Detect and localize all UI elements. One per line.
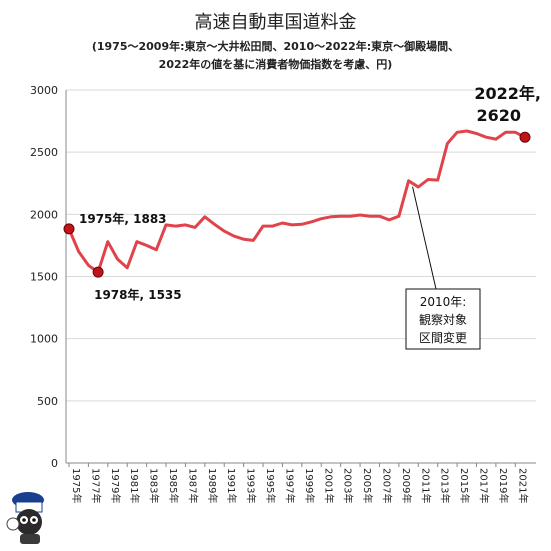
annotation-2022-value: 2620 [476, 106, 521, 125]
x-tick-label: 1995年 [264, 468, 277, 503]
series-line [67, 129, 526, 274]
mascot-hand [6, 517, 20, 531]
marker-1978 [92, 266, 104, 278]
y-tick-label: 2000 [30, 208, 58, 221]
axes [65, 90, 536, 467]
x-tick-label: 1991年 [225, 468, 238, 503]
chart-title: 高速自動車国道料金 [194, 12, 357, 33]
x-tick-label: 2009年 [400, 468, 413, 503]
x-tick-label: 1975年 [70, 468, 83, 503]
x-tick-label: 2021年 [516, 468, 529, 503]
highlight-markers [63, 131, 531, 278]
callout-box [405, 288, 481, 350]
x-tick-label: 1977年 [89, 468, 102, 503]
chart-subtitle-line1: (1975～2009年:東京～大井松田間、2010～2022年:東京～御殿場間、 [91, 40, 460, 53]
callout-text-line1: 2010年: [420, 295, 467, 309]
x-tick-label: 1993年 [245, 468, 258, 503]
mascot-pupil-left [22, 518, 26, 522]
mascot-body [20, 534, 40, 544]
annotation-2022-year: 2022年, [474, 84, 541, 103]
callout-text-line3: 区間変更 [419, 330, 467, 345]
x-tick-label: 2017年 [477, 468, 490, 503]
x-tick-label: 1979年 [109, 468, 122, 503]
y-tick-label: 3000 [30, 84, 58, 97]
mascot-logo [6, 492, 44, 544]
gridlines [66, 89, 536, 464]
x-tick-label: 2015年 [458, 468, 471, 503]
y-tick-label: 1500 [30, 271, 58, 284]
y-tick-label: 500 [37, 395, 58, 408]
x-tick-label: 1983年 [148, 468, 161, 503]
callout-2010: 2010年: 観察対象 区間変更 [405, 186, 481, 350]
marker-1975 [63, 223, 75, 235]
x-tick-label: 2007年 [380, 468, 393, 503]
x-tick-labels: 1975年 1977年 1979年 1981年 1983年 1985年 1987年 1989年… [70, 468, 529, 503]
y-tick-label: 0 [51, 457, 58, 470]
x-tick-label: 2019年 [497, 468, 510, 503]
marker-2022 [519, 131, 531, 143]
x-tick-label: 1999年 [303, 468, 316, 503]
x-tick-label: 1989年 [206, 468, 219, 503]
x-tick-label: 1981年 [128, 468, 141, 503]
x-tick-label: 2013年 [439, 468, 452, 503]
callout-text-line2: 観察対象 [419, 313, 467, 327]
y-tick-labels: 0 500 1000 1500 2000 2500 3000 [30, 84, 58, 470]
y-tick-label: 2500 [30, 146, 58, 159]
annotation-1978: 1978年, 1535 [94, 287, 182, 302]
y-tick-label: 1000 [30, 333, 58, 346]
mascot-face [16, 509, 42, 535]
x-tick-label: 2003年 [342, 468, 355, 503]
x-tick-label: 2011年 [419, 468, 432, 503]
x-tick-label: 1997年 [283, 468, 296, 503]
x-tick-label: 2001年 [322, 468, 335, 503]
annotation-1975: 1975年, 1883 [79, 211, 167, 226]
callout-pointer [412, 186, 437, 290]
x-tick-label: 1987年 [186, 468, 199, 503]
mascot-pupil-right [32, 518, 36, 522]
x-tick-label: 1985年 [167, 468, 180, 503]
chart-subtitle-line2: 2022年の値を基に消費者物価指数を考慮、円) [158, 58, 393, 71]
x-tick-label: 2005年 [361, 468, 374, 503]
